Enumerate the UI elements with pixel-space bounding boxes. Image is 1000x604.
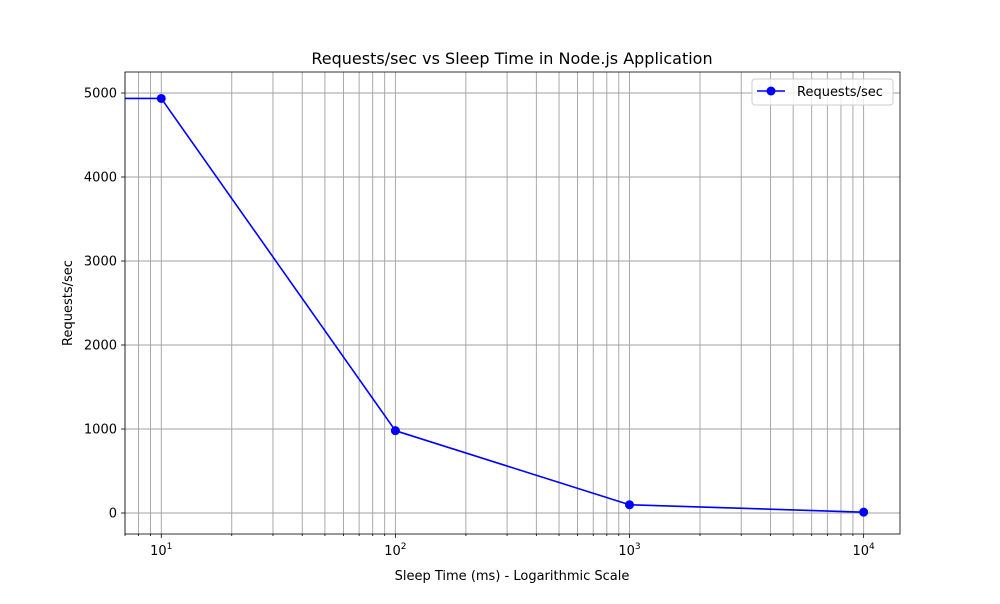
data-point-marker — [390, 426, 400, 436]
x-axis-label: Sleep Time (ms) - Logarithmic Scale — [395, 569, 630, 584]
legend-marker-swatch — [766, 86, 776, 96]
y-axis-label: Requests/sec — [61, 260, 76, 346]
x-tick-label: 104 — [852, 542, 875, 559]
x-tick-label: 101 — [150, 542, 172, 559]
series-layer — [125, 93, 869, 517]
y-tick-label: 3000 — [84, 255, 117, 270]
legend-label: Requests/sec — [797, 85, 883, 100]
y-tick-label: 4000 — [84, 171, 117, 186]
chart-title: Requests/sec vs Sleep Time in Node.js Ap… — [311, 49, 712, 68]
data-point-marker — [156, 93, 166, 103]
legend: Requests/sec — [751, 78, 894, 106]
grid — [124, 72, 900, 534]
y-tick-label: 5000 — [84, 87, 117, 102]
y-tick-label: 1000 — [84, 423, 117, 438]
legend-box — [751, 78, 894, 106]
x-tick-label: 103 — [618, 542, 640, 559]
plot-frame — [124, 71, 901, 535]
y-tick-label: 2000 — [84, 339, 117, 354]
axis-ticks: 0 1000 2000 3000 4000 5000 101 102 103 104 — [84, 87, 875, 560]
data-point-marker — [625, 500, 635, 510]
data-point-marker — [859, 507, 869, 517]
y-tick-label: 0 — [109, 507, 117, 522]
x-tick-label: 102 — [384, 542, 406, 559]
